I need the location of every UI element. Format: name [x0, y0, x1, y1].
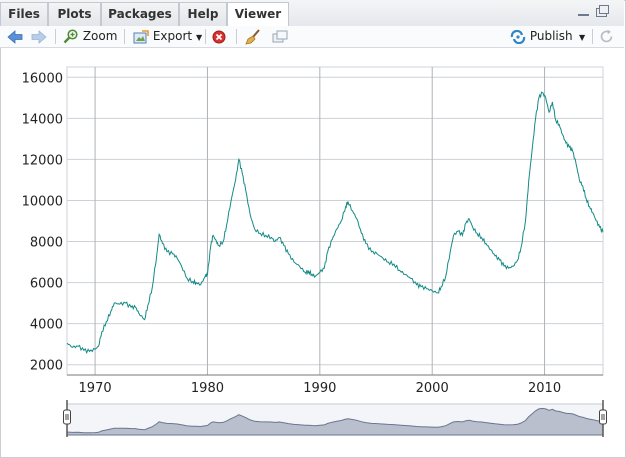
tab-plots[interactable]: Plots [48, 2, 101, 26]
zoom-label: Zoom [82, 29, 118, 43]
x-tick-label: 1990 [303, 381, 336, 396]
toolbar-divider [592, 29, 593, 44]
x-axis-ticks: 1970 1980 1990 2000 2010 [79, 381, 562, 396]
y-tick-label: 4000 [30, 318, 63, 333]
x-tick-label: 2000 [416, 381, 449, 396]
maximize-pane-icon[interactable] [596, 5, 609, 17]
chart-grid [66, 66, 604, 376]
back-arrow-icon[interactable] [7, 26, 23, 47]
popout-icon [272, 30, 288, 42]
publish-button[interactable]: Publish ▼ [510, 26, 585, 47]
publish-icon [510, 29, 526, 44]
time-series-chart[interactable]: 2000 4000 6000 8000 10000 12000 14000 16000 197… [0, 48, 624, 456]
refresh-icon [600, 29, 613, 43]
navigator-area [66, 407, 604, 436]
broom-icon [245, 28, 260, 45]
export-label: Export [152, 29, 193, 43]
y-tick-label: 16000 [22, 71, 63, 86]
clear-viewer-button[interactable] [212, 26, 226, 47]
zoom-button[interactable]: Zoom [63, 26, 117, 47]
x-tick-label: 2010 [528, 381, 561, 396]
tab-packages[interactable]: Packages [101, 2, 179, 26]
toolbar-divider [205, 29, 206, 44]
refresh-button[interactable] [599, 26, 614, 47]
export-icon [133, 29, 149, 43]
tab-help[interactable]: Help [179, 2, 227, 26]
navigator-right-handle[interactable] [599, 400, 607, 437]
y-tick-label: 2000 [30, 359, 63, 374]
zoom-icon [63, 29, 78, 44]
y-tick-label: 8000 [30, 236, 63, 251]
x-tick-label: 1970 [79, 381, 112, 396]
x-tick-label: 1980 [191, 381, 224, 396]
minimize-pane-icon[interactable] [578, 8, 589, 16]
export-button[interactable]: Export ▼ [133, 26, 202, 47]
tab-viewer[interactable]: Viewer [227, 2, 289, 27]
y-tick-label: 12000 [22, 153, 63, 168]
forward-arrow-icon[interactable] [31, 26, 47, 47]
pane-tab-bar: Files Plots Packages Help Viewer [0, 0, 624, 27]
publish-label: Publish [529, 29, 573, 43]
series-line [66, 91, 604, 355]
range-navigator[interactable] [63, 400, 607, 437]
popout-button[interactable] [272, 26, 288, 47]
dropdown-caret-icon: ▼ [195, 33, 203, 42]
y-tick-label: 14000 [22, 112, 63, 127]
tab-files[interactable]: Files [0, 2, 48, 26]
clear-icon [212, 30, 226, 43]
toolbar-divider [124, 29, 125, 44]
clear-all-button[interactable] [245, 26, 261, 47]
y-tick-label: 10000 [22, 194, 63, 209]
y-tick-label: 6000 [30, 277, 63, 292]
toolbar-divider [236, 29, 237, 44]
viewer-toolbar: Zoom Export ▼ Publish ▼ [0, 26, 624, 48]
toolbar-divider [55, 29, 56, 44]
y-axis-ticks: 2000 4000 6000 8000 10000 12000 14000 16000 [22, 71, 63, 373]
plot-area [66, 66, 604, 376]
dropdown-caret-icon: ▼ [576, 33, 586, 42]
navigator-left-handle[interactable] [63, 400, 71, 437]
